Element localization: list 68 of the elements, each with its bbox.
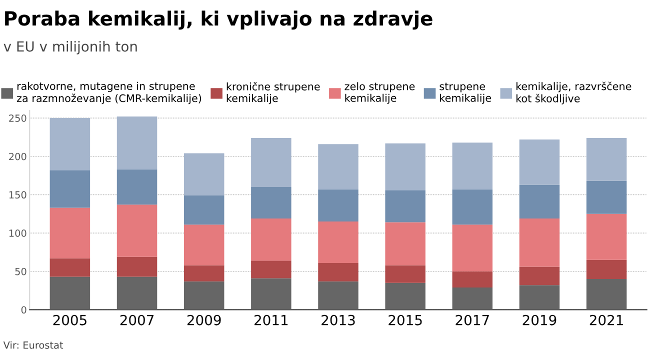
- bar: [50, 208, 90, 258]
- bar: [318, 222, 358, 263]
- bar: [586, 260, 627, 280]
- bar: [318, 189, 358, 222]
- bar: [251, 278, 292, 310]
- x-tick-label: 2015: [388, 314, 422, 326]
- bar: [251, 187, 292, 218]
- bar: [318, 262, 358, 282]
- bar: [586, 138, 627, 181]
- legend-label: zelo strupene kemikalije: [344, 82, 415, 104]
- bar: [116, 116, 158, 170]
- bar: [452, 287, 493, 310]
- x-tick-label: 2011: [254, 314, 288, 326]
- bar: [385, 222, 426, 266]
- x-tick-label: 2005: [53, 314, 86, 326]
- bar: [251, 218, 292, 261]
- x-tick-label: 2007: [120, 314, 154, 326]
- bar: [184, 195, 224, 225]
- bar: [519, 139, 560, 185]
- bar: [251, 138, 292, 188]
- bar: [116, 276, 158, 310]
- bar: [519, 218, 560, 267]
- bar: [385, 143, 426, 190]
- bar: [50, 170, 90, 208]
- bar: [184, 153, 224, 196]
- text: Vir: Eurostat: [3, 341, 64, 349]
- bar: [586, 180, 627, 214]
- chart-title: Poraba kemikalij, ki vplivajo na zdravje: [5, 10, 432, 30]
- x-tick-label: 2017: [456, 314, 489, 326]
- bar: [586, 214, 627, 260]
- bar: [519, 285, 560, 310]
- bar: [50, 118, 90, 170]
- x-tick-label: 2009: [187, 314, 221, 326]
- bar: [385, 265, 426, 283]
- y-tick-label: 150: [9, 191, 26, 199]
- bar: [452, 142, 493, 190]
- bar: [116, 169, 158, 205]
- bar: [251, 260, 292, 278]
- x-tick-label: 2019: [522, 314, 556, 326]
- bar: [519, 184, 560, 218]
- bar: [116, 256, 158, 277]
- y-tick-label: 200: [9, 152, 26, 160]
- x-tick-label: 2013: [322, 314, 355, 326]
- bar: [452, 271, 493, 288]
- legend-label: rakotvorne, mutagene in strupene za razmnoževanje (CMR-kemikalije): [16, 82, 202, 104]
- x-tick-label: 2021: [590, 314, 623, 326]
- bar: [452, 189, 493, 225]
- legend-label: strupene kemikalije: [440, 82, 492, 104]
- bar: [385, 190, 426, 222]
- bar: [519, 266, 560, 286]
- bar: [184, 265, 224, 282]
- bar: [318, 281, 358, 310]
- bar: [184, 281, 224, 310]
- bar: [586, 279, 627, 310]
- bar: [452, 224, 493, 272]
- y-tick-label: 50: [15, 268, 26, 276]
- bar: [184, 224, 224, 266]
- y-tick-label: 0: [21, 306, 26, 314]
- bar: [318, 144, 358, 190]
- chart-subtitle: v EU v milijonih ton: [4, 40, 137, 54]
- y-tick-label: 250: [9, 114, 26, 122]
- y-tick-label: 100: [9, 230, 26, 237]
- legend-label: kemikalije, razvrščene kot škodljive: [516, 82, 632, 104]
- bar: [50, 276, 90, 310]
- legend-label: kronične strupene kemikalije: [226, 82, 320, 104]
- bar: [116, 204, 158, 257]
- bar: [385, 282, 426, 310]
- bar: [50, 258, 90, 277]
